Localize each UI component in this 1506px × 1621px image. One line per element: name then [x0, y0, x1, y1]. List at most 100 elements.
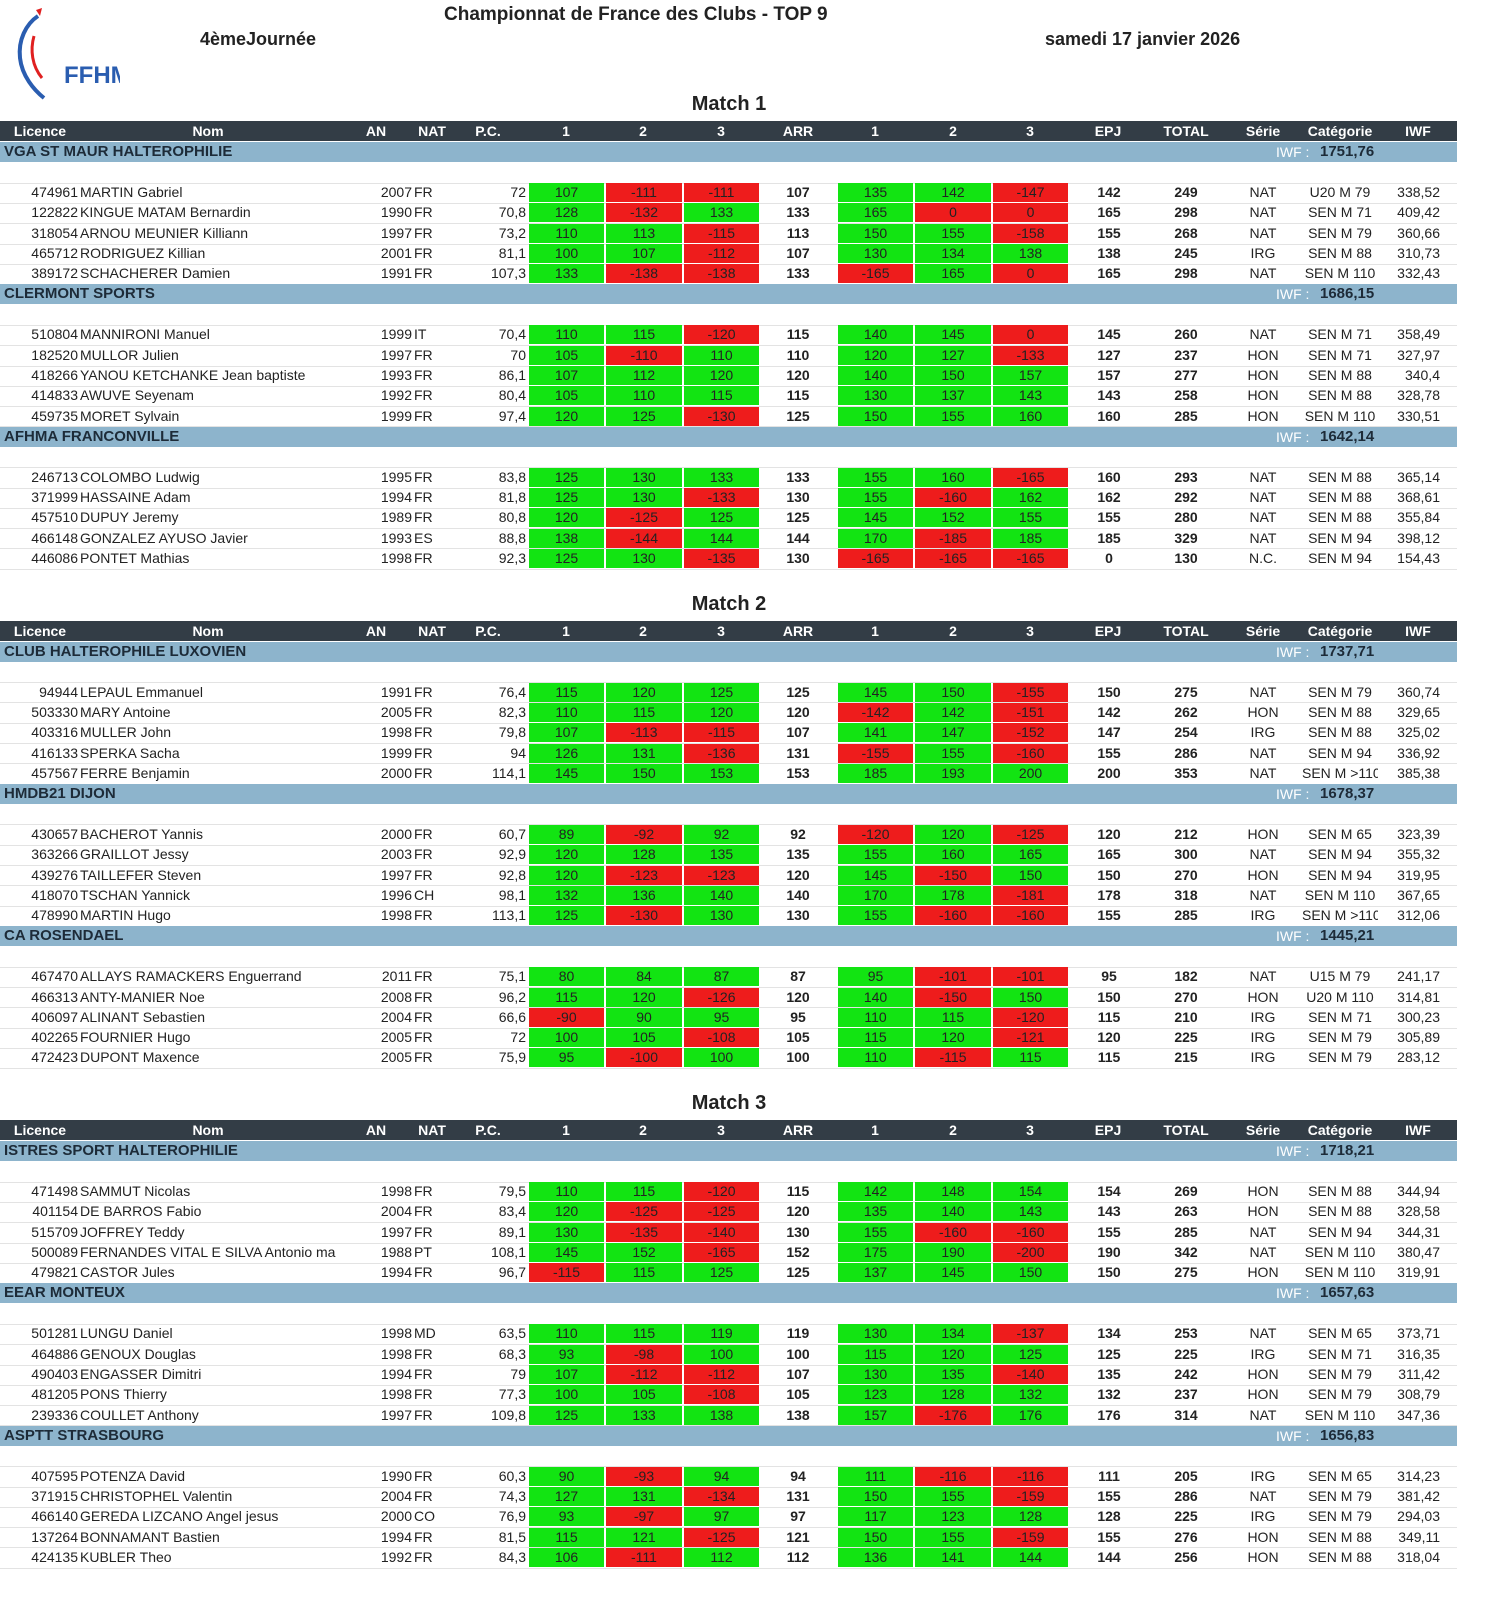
team-name: VGA ST MAUR HALTEROPHILIE — [4, 143, 233, 160]
cell: 358,49 — [1397, 326, 1440, 343]
cell: 381,42 — [1397, 1488, 1440, 1504]
attempt-cell: 134 — [915, 1324, 991, 1344]
cell: 237 — [1174, 1386, 1198, 1403]
cell: ENGASSER Dimitri — [80, 1366, 202, 1382]
cell: 2004 — [380, 1488, 412, 1504]
cell: 1991 — [380, 683, 412, 700]
cell: 285 — [1174, 407, 1198, 424]
cell: 298 — [1174, 265, 1198, 282]
cell: 225 — [1174, 1508, 1198, 1525]
cell: 300 — [1174, 846, 1198, 863]
cell: 308,79 — [1397, 1386, 1440, 1403]
cell: 111 — [1098, 1467, 1120, 1484]
cell: 75,9 — [498, 1049, 526, 1066]
cell: NAT — [1249, 968, 1277, 985]
cell: 130 — [1174, 549, 1198, 566]
column-header: 1 — [871, 622, 879, 639]
column-header: Catégorie — [1307, 1122, 1373, 1138]
cell: 210 — [1174, 1008, 1198, 1025]
cell: 80,8 — [498, 509, 526, 526]
cell: HON — [1247, 866, 1279, 883]
cell: 380,47 — [1397, 1244, 1440, 1260]
cell: 138 — [786, 1406, 810, 1423]
column-header: IWF — [1405, 622, 1431, 639]
cell: NAT — [1249, 1488, 1277, 1504]
cell: SEN M 88 — [1308, 489, 1372, 505]
attempt-cell: 133 — [684, 467, 759, 487]
attempt-cell: 94 — [684, 1466, 759, 1486]
column-header: 2 — [949, 1122, 957, 1138]
cell: 285 — [1174, 1223, 1198, 1240]
cell: HON — [1247, 1366, 1279, 1382]
cell: SEN M 65 — [1308, 1325, 1372, 1342]
attempt-cell: -101 — [915, 967, 991, 987]
cell: 1997 — [380, 1406, 412, 1423]
cell: 1998 — [380, 1386, 412, 1403]
cell: CASTOR Jules — [80, 1264, 175, 1281]
iwf-total: 1686,15 — [1320, 285, 1375, 303]
cell: 137264 — [31, 1528, 78, 1545]
cell: BACHEROT Yannis — [80, 825, 203, 842]
cell: 2005 — [380, 1049, 412, 1066]
team-name: EEAR MONTEUX — [4, 1284, 125, 1302]
row-line — [0, 1068, 1457, 1070]
iwf-total: 1656,83 — [1320, 1426, 1375, 1444]
attempt-cell: 137 — [838, 1263, 913, 1283]
cell: FR — [414, 968, 433, 985]
attempt-cell: 130 — [838, 386, 913, 406]
attempt-cell: 120 — [684, 366, 759, 385]
team-bar — [0, 926, 1457, 947]
cell: 360,74 — [1397, 683, 1440, 700]
cell: FR — [414, 224, 433, 241]
attempt-cell: -112 — [684, 244, 759, 263]
cell: 131 — [786, 1488, 810, 1504]
cell: FR — [414, 1548, 433, 1565]
cell: 459735 — [31, 407, 78, 424]
cell: 155 — [1097, 907, 1121, 924]
cell: 1995 — [380, 468, 412, 485]
attempt-cell: -111 — [684, 183, 759, 203]
cell: 97,4 — [498, 407, 526, 424]
column-header: Série — [1245, 1122, 1281, 1138]
cell: 83,4 — [498, 1203, 526, 1220]
cell: KINGUE MATAM Bernardin — [80, 204, 251, 221]
cell: 318054 — [31, 224, 78, 241]
cell: FOURNIER Hugo — [80, 1029, 191, 1046]
cell: 2003 — [380, 846, 412, 863]
cell: SEN M 71 — [1308, 346, 1372, 363]
cell: FR — [414, 825, 433, 842]
cell: FR — [414, 1386, 433, 1403]
cell: SEN M 88 — [1308, 245, 1372, 261]
cell: 1998 — [380, 907, 412, 924]
attempt-cell: 115 — [529, 682, 604, 702]
cell: 127 — [1097, 346, 1121, 363]
cell: IRG — [1250, 1029, 1276, 1046]
cell: IRG — [1250, 1345, 1276, 1362]
cell: 1998 — [380, 724, 412, 741]
cell: NAT — [1249, 224, 1277, 241]
cell: 162 — [1097, 489, 1121, 505]
cell: FR — [414, 1029, 433, 1046]
cell: 89,1 — [498, 1223, 526, 1240]
attempt-cell: 125 — [529, 548, 604, 568]
attempt-cell: -155 — [838, 743, 913, 763]
attempt-cell: -158 — [993, 223, 1068, 243]
attempt-cell: 135 — [684, 845, 759, 865]
attempt-cell: -115 — [684, 723, 759, 743]
cell: FR — [414, 1203, 433, 1220]
cell: FR — [414, 468, 433, 485]
cell: IT — [414, 326, 427, 343]
attempt-cell: -151 — [993, 702, 1068, 722]
column-header: 3 — [1026, 123, 1034, 139]
cell: HON — [1247, 825, 1279, 842]
cell: 86,1 — [498, 367, 526, 383]
cell: 1988 — [380, 1244, 412, 1260]
cell: 77,3 — [498, 1386, 526, 1403]
attempt-cell: -111 — [606, 183, 682, 203]
cell: 2000 — [380, 825, 412, 842]
cell: 84,3 — [498, 1548, 526, 1565]
cell: 96,2 — [498, 988, 526, 1005]
attempt-cell: 133 — [529, 264, 604, 284]
column-header-bar — [0, 121, 1457, 141]
attempt-cell: -165 — [993, 548, 1068, 568]
